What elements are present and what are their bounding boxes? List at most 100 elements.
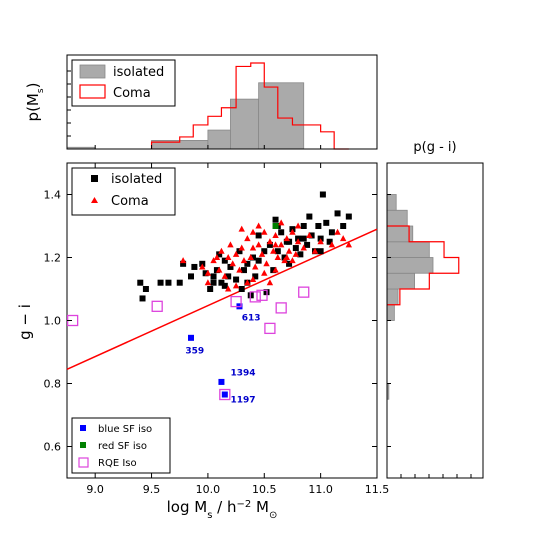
xlabel-mid: / h [212,498,236,516]
point-coma [238,225,245,232]
point-isolated [300,223,307,229]
point-coma [225,285,232,292]
x-tick-label: 11.5 [365,483,390,496]
point-coma [311,247,319,254]
x-tick-label: 9.0 [86,483,104,496]
point-coma [334,228,341,235]
point-coma [249,244,257,251]
x-tick-label: 10.0 [196,483,221,496]
legend-red-sf-label: red SF iso [98,441,147,452]
point-annotation: 1197 [230,395,255,405]
point-blue-sf-iso [221,391,228,398]
right-hist-title: p(g - i) [413,140,456,155]
point-rqe-iso [298,286,310,298]
point-isolated [319,191,326,198]
point-isolated [255,232,262,239]
top-histogram-panel: p(Ms) isolated Coma [24,54,378,150]
point-isolated [250,254,256,261]
point-isolated [210,279,217,286]
point-isolated [315,223,322,229]
point-coma [261,269,268,276]
point-isolated [216,251,223,258]
point-rqe-iso [256,289,268,301]
fit-line [66,228,378,371]
point-coma [258,250,266,257]
point-isolated [306,213,313,220]
xlabel-sun: ⊙ [269,510,277,521]
point-isolated [202,270,209,277]
point-rqe-iso [249,291,261,303]
point-coma [179,257,187,264]
point-isolated [207,286,214,292]
point-isolated [304,241,311,248]
point-isolated [334,210,341,217]
legend-isolated-marker [91,175,98,182]
point-coma [328,241,336,248]
point-isolated [233,276,240,283]
legend-rqe-label: RQE Iso [98,458,137,469]
y-tick-label: 0.6 [44,441,62,454]
right-hist-coma-step [387,225,460,306]
main-legend-top-box [71,167,176,216]
point-coma [261,228,268,235]
point-coma [210,257,217,264]
point-isolated [225,273,232,280]
point-isolated [188,273,194,280]
point-isolated [286,238,293,245]
point-coma [232,250,240,257]
main-x-axis-label: log Ms / h−2 M⊙ [167,498,278,521]
point-isolated [328,229,335,236]
point-coma [229,260,236,267]
top-hist-legend: isolated Coma [71,59,176,107]
point-coma [247,254,254,260]
point-isolated [292,245,299,252]
point-coma [306,231,313,238]
point-isolated [165,279,172,286]
point-isolated [252,273,259,280]
point-isolated [286,260,293,267]
point-coma [272,266,279,273]
point-coma [274,254,281,260]
point-coma [249,228,257,235]
x-tick-label: 10.5 [252,483,277,496]
right-hist-isolated-bar [386,241,430,258]
legend-coma-label: Coma [111,194,149,209]
point-red-sf-iso [272,223,279,229]
point-coma [266,238,274,245]
main-x-ticks: 9.0 9.5 10.0 10.5 11.0 11.5 [86,163,389,496]
point-coma [277,219,285,226]
point-coma [281,257,288,264]
y-tick-label: 0.8 [44,378,62,391]
point-isolated [300,235,307,242]
point-isolated [240,267,247,274]
top-hist-frame [66,54,378,150]
main-y-ticks: 0.6 0.8 1.0 1.2 1.4 [44,189,377,454]
point-coma [244,235,251,242]
point-coma [227,241,234,248]
point-blue-sf-iso [188,334,194,341]
top-hist-coma-step [150,62,349,150]
point-isolated [266,241,273,248]
x-tick-label: 11.0 [308,483,333,496]
point-isolated [210,273,217,280]
point-annotation: 613 [242,314,261,324]
point-isolated [261,248,268,255]
point-coma [292,250,300,257]
main-legend-top: isolated Coma [71,167,176,216]
legend-blue-sf-label: blue SF iso [98,424,152,435]
point-rqe-iso [275,302,287,314]
point-isolated [345,213,352,220]
point-rqe-iso [230,295,242,308]
point-isolated [244,260,251,267]
point-coma [270,247,277,254]
point-coma [199,263,206,270]
point-isolated [297,251,304,258]
legend-isolated-label: isolated [111,172,162,187]
point-isolated [317,248,324,255]
right-histogram-panel: p(g - i) [386,140,484,479]
point-coma [240,257,248,264]
top-hist-isolated-bar [230,98,260,150]
right-hist-isolated-bar [386,194,397,211]
point-coma [266,279,274,286]
